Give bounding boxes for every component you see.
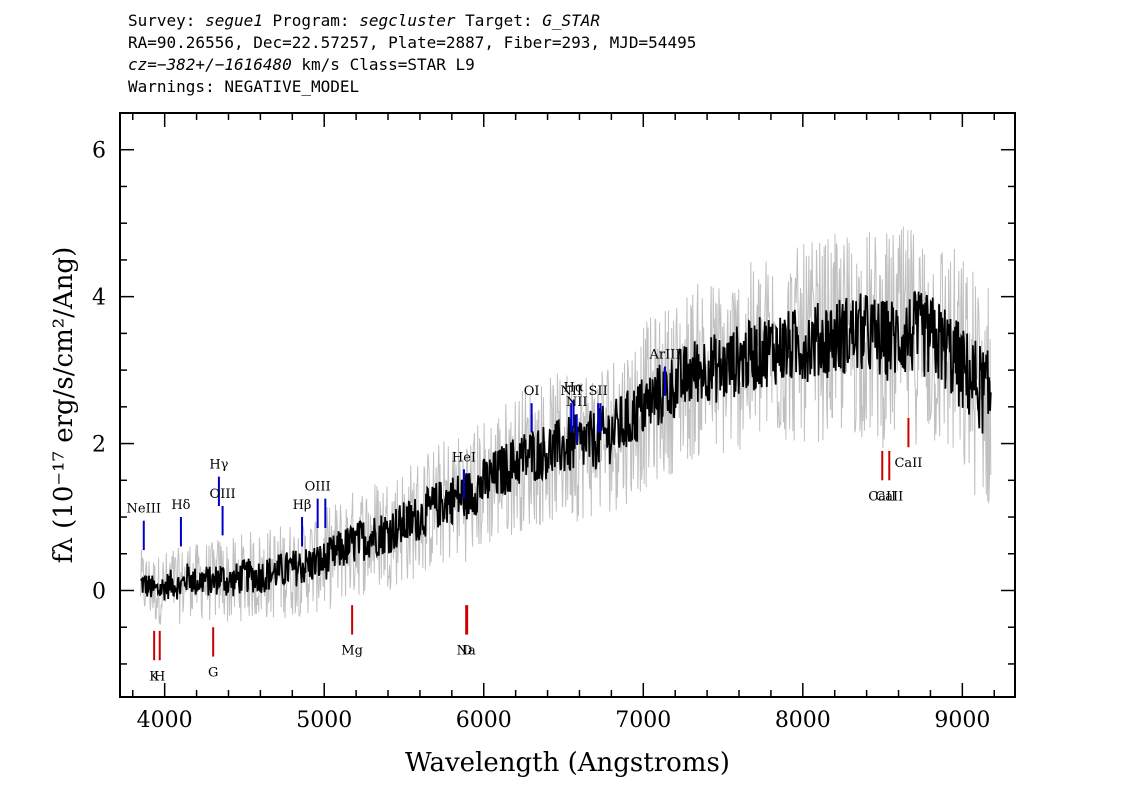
emission-line-label: ArIII <box>648 347 680 362</box>
emission-line-label: OIII <box>210 487 236 502</box>
absorption-line-label: D <box>462 644 472 659</box>
emission-line-label: NeIII <box>127 502 161 517</box>
flux-series <box>140 290 992 601</box>
absorption-line-label: H <box>154 669 165 684</box>
x-axis-title: Wavelength (Angstroms) <box>405 748 730 778</box>
header-line-redshift: cz=−382+/−1616480 km/s Class=STAR L9 <box>128 55 475 74</box>
y-axis-title: fλ (10⁻¹⁷ erg/s/cm²/Ang) <box>49 247 79 563</box>
absorption-line-label: Na <box>457 644 476 659</box>
emission-line-label: NII <box>560 384 582 399</box>
y-tick-label: 6 <box>92 139 106 164</box>
y-tick-label: 0 <box>92 579 106 604</box>
x-tick-label: 6000 <box>456 708 512 733</box>
x-tick-label: 5000 <box>296 708 352 733</box>
absorption-line-label: CaII <box>894 456 922 471</box>
absorption-line-label: CaII <box>868 489 896 504</box>
emission-line-label: NII <box>566 395 588 410</box>
emission-line-label: SII <box>589 384 608 399</box>
flux-layer <box>140 290 992 601</box>
absorption-line-label: Mg <box>341 644 363 659</box>
header-line-warnings: Warnings: NEGATIVE_MODEL <box>128 77 360 96</box>
plot-frame <box>119 112 1016 698</box>
x-tick-label: 7000 <box>615 708 671 733</box>
axis-ticks: 4000 5000 6000 7000 8000 9000 0 2 4 6 <box>92 112 1015 733</box>
x-tick-label: 8000 <box>775 708 831 733</box>
emission-line-label: Hγ <box>209 458 228 473</box>
absorption-line-label: K <box>149 669 159 684</box>
emission-line-label: Hβ <box>293 498 312 513</box>
x-tick-label: 9000 <box>934 708 990 733</box>
absorption-line-label: G <box>208 666 218 681</box>
y-tick-label: 4 <box>92 286 106 311</box>
emission-line-label: OIII <box>305 480 331 495</box>
emission-line-label: Hα <box>563 380 583 395</box>
absorption-line-label: CaII <box>875 489 903 504</box>
emission-line-label: Hδ <box>171 498 190 513</box>
y-tick-label: 2 <box>92 433 106 458</box>
emission-line-label: OI <box>524 384 540 399</box>
plot-header: Survey: segue1 Program: segcluster Targe… <box>128 10 696 98</box>
header-line-survey: Survey: segue1 Program: segcluster Targe… <box>128 11 601 30</box>
header-line-coordinates: RA=90.26556, Dec=22.57257, Plate=2887, F… <box>128 33 697 52</box>
emission-line-label: HeI <box>452 450 476 465</box>
x-tick-label: 4000 <box>137 708 193 733</box>
